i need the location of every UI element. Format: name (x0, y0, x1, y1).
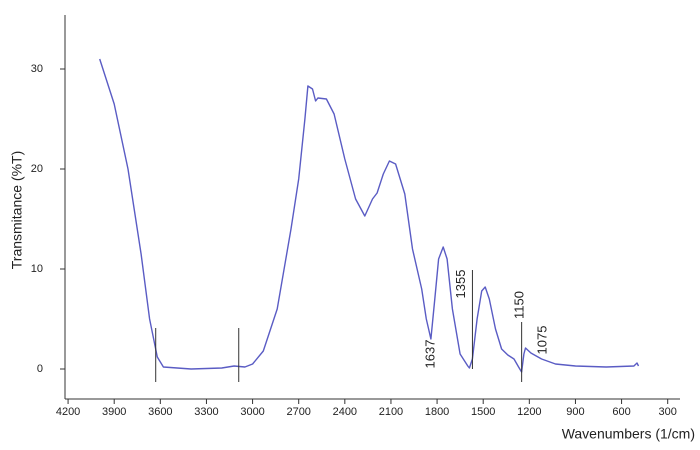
x-tick-label: 2400 (333, 406, 357, 418)
x-tick-label: 300 (659, 406, 677, 418)
x-tick-label: 3900 (102, 406, 126, 418)
x-tick-label: 4200 (56, 406, 80, 418)
annotation: 1355 (453, 270, 468, 299)
x-tick-label: 3300 (194, 406, 218, 418)
y-tick-label: 10 (31, 263, 43, 275)
x-tick-label: 1200 (517, 406, 541, 418)
x-tick-label: 600 (612, 406, 630, 418)
x-tick-label: 1800 (425, 406, 449, 418)
annotation: 1075 (535, 326, 550, 355)
annotation: 1150 (512, 291, 527, 319)
y-tick-label: 30 (31, 63, 43, 75)
x-tick-label: 1500 (471, 406, 495, 418)
y-tick-label: 20 (31, 163, 43, 175)
y-axis-label: Transmitance (%T) (9, 151, 25, 270)
x-axis-label: Wavenumbers (1/cm) (562, 426, 695, 442)
x-tick-label: 900 (566, 406, 584, 418)
annotation: 1637 (422, 340, 437, 369)
y-tick-label: 0 (37, 363, 43, 375)
x-tick-label: 3000 (240, 406, 264, 418)
x-tick-label: 2100 (379, 406, 403, 418)
x-tick-label: 2700 (286, 406, 310, 418)
x-tick-label: 3600 (148, 406, 172, 418)
spectrum-line (99, 58, 640, 373)
